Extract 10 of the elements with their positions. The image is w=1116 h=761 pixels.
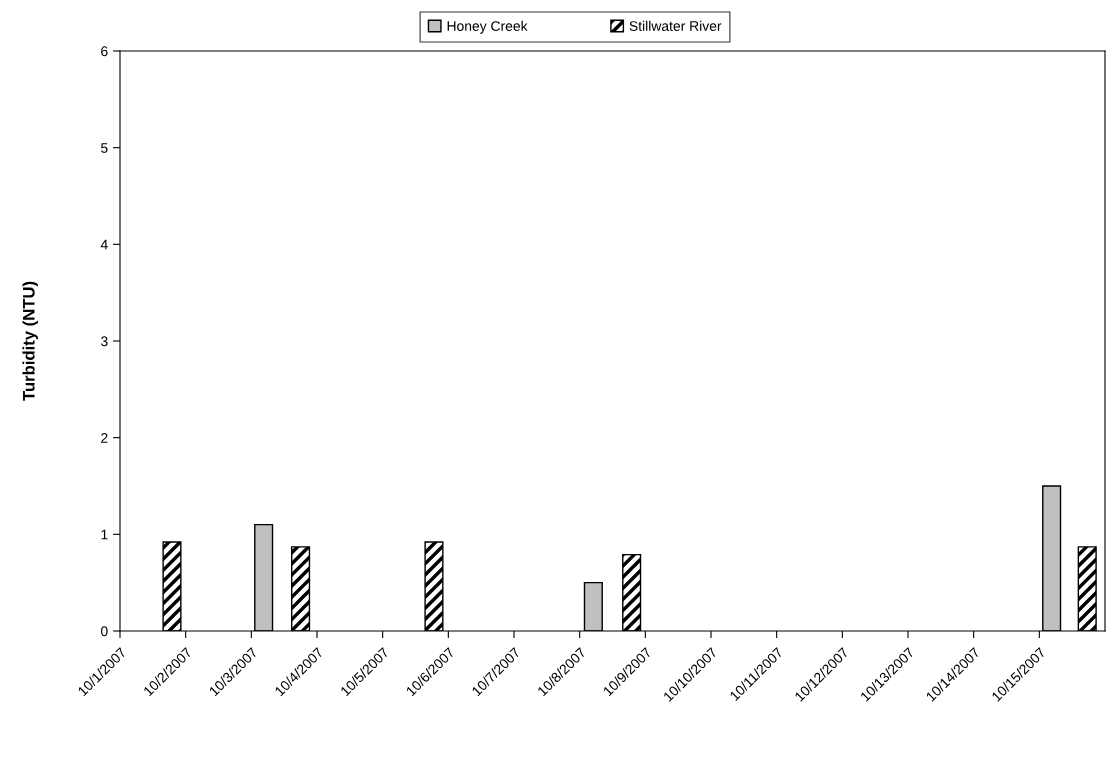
legend-label: Honey Creek	[447, 20, 528, 34]
legend-label: Stillwater River	[629, 20, 722, 31]
y-axis-title: Turbidity (NTU)	[22, 281, 38, 401]
y-tick-label: 2	[101, 433, 108, 443]
y-tick-label: 3	[101, 336, 108, 347]
y-tick-label: 5	[101, 143, 108, 153]
y-tick-label: 4	[100, 239, 108, 250]
y-tick-label: 6	[101, 46, 108, 57]
y-tick-label: 1	[101, 529, 108, 540]
y-tick-label: 0	[101, 626, 108, 637]
